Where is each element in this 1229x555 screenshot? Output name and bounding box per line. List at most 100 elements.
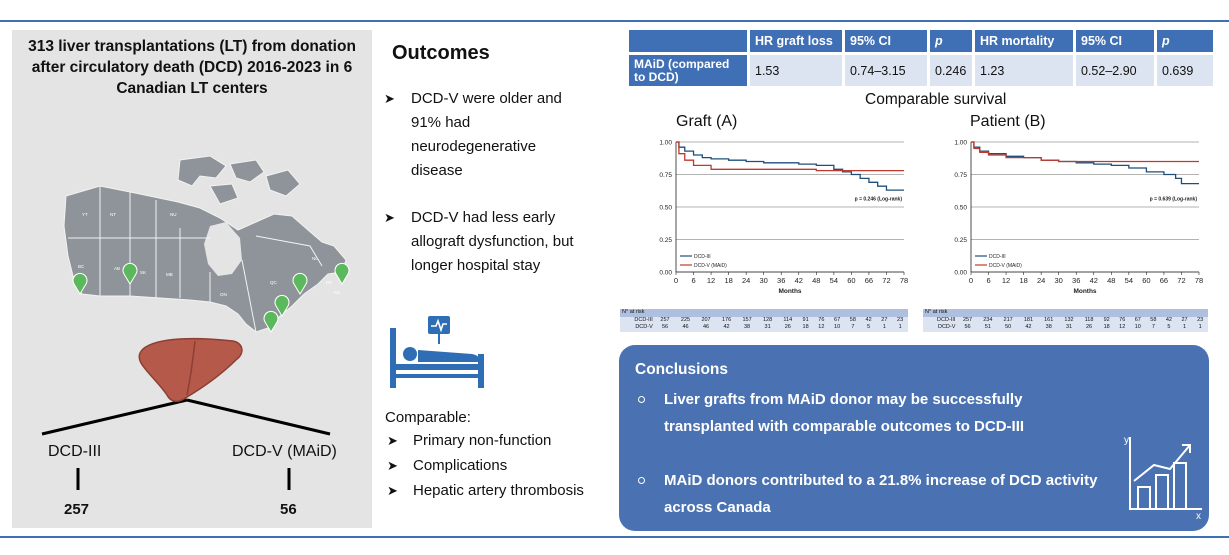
risk-cell: 31	[1065, 324, 1073, 330]
risk-cell: 50	[1005, 324, 1012, 330]
risk-cell: 23	[1197, 316, 1204, 323]
risk-cell: 42	[1025, 324, 1032, 330]
risk-cell: 42	[865, 316, 872, 323]
risk-cell: 118	[1084, 316, 1094, 323]
comparable-title: Comparable:	[385, 409, 471, 426]
hospital-bed-icon	[390, 316, 484, 388]
risk-cell: 12	[1119, 324, 1126, 330]
x-tick-label: 12	[1002, 276, 1010, 285]
y-tick-label: 0.50	[954, 205, 967, 212]
risk-cell: 67	[834, 316, 841, 323]
table-header-cell: HR mortality	[975, 30, 1073, 52]
comparable-item: ➤ Complications	[387, 455, 587, 477]
table-header-cell	[629, 30, 747, 52]
risk-cell: 7	[851, 324, 855, 330]
risk-cell: 38	[1045, 324, 1052, 330]
outcome-bullet: ➤ DCD-V were older and 91% had neurodege…	[384, 87, 589, 183]
risk-table-header: N° at risk	[620, 309, 908, 317]
y-tick-label: 0.25	[954, 237, 967, 244]
risk-cell: 10	[834, 324, 841, 330]
bottom-rule	[0, 536, 1229, 538]
risk-cell: 257	[962, 316, 973, 323]
x-tick-label: 60	[847, 276, 855, 285]
risk-cell: 58	[1150, 316, 1157, 323]
table-cell: 0.52–2.90	[1076, 55, 1154, 86]
x-axis-label: Months	[778, 288, 801, 295]
risk-cell: 225	[680, 316, 691, 323]
map-label: PE	[326, 280, 332, 285]
risk-table-header: N° at risk	[923, 309, 1208, 317]
risk-cell: 132	[1064, 316, 1074, 323]
x-tick-label: 6	[986, 276, 990, 285]
risk-row-label: DCD-III	[937, 316, 956, 323]
study-title: 313 liver transplantations (LT) from don…	[28, 38, 356, 97]
x-tick-label: 42	[795, 276, 803, 285]
graft-panel-title: Graft (A)	[676, 113, 738, 130]
risk-cell: 56	[964, 324, 971, 330]
y-tick-label: 0.50	[659, 205, 672, 212]
risk-cell: 31	[764, 324, 771, 330]
risk-cell: 26	[784, 324, 791, 330]
risk-cell: 1	[882, 324, 886, 330]
risk-cell: 51	[984, 324, 991, 330]
table-header-cell: 95% CI	[845, 30, 927, 52]
y-tick-label: 0.75	[954, 172, 967, 179]
x-axis-label: Months	[1073, 288, 1096, 295]
x-tick-label: 72	[1177, 276, 1185, 285]
map-label: NT	[110, 212, 116, 217]
x-tick-label: 18	[1019, 276, 1027, 285]
risk-cell: 56	[661, 324, 669, 330]
x-tick-label: 12	[707, 276, 715, 285]
growth-chart-icon: y x	[1124, 435, 1202, 519]
pvalue-annotation: p = 0.639 (Log-rank)	[1150, 197, 1198, 203]
legend-label: DCD-V (MAiD)	[694, 263, 727, 269]
x-tick-label: 54	[830, 276, 838, 285]
risk-cell: 128	[762, 316, 773, 323]
x-tick-label: 60	[1142, 276, 1150, 285]
legend-label: DCD-III	[989, 254, 1006, 260]
risk-cell: 217	[1003, 316, 1013, 323]
table-cell: 0.639	[1157, 55, 1213, 86]
conclusions-title: Conclusions	[635, 361, 729, 378]
legend-label: DCD-V (MAiD)	[989, 263, 1022, 269]
x-tick-label: 72	[882, 276, 890, 285]
x-tick-label: 42	[1090, 276, 1098, 285]
map-label: YT	[82, 212, 88, 217]
outcome-bullet: ➤ DCD-V had less early allograft dysfunc…	[384, 206, 589, 278]
pvalue-annotation: p = 0.246 (Log-rank)	[855, 197, 903, 203]
x-tick-label: 36	[777, 276, 785, 285]
map-label: NL	[312, 256, 318, 261]
arrow-bullet-icon: ➤	[387, 483, 398, 498]
x-tick-label: 48	[812, 276, 820, 285]
risk-cell: 161	[1044, 316, 1054, 323]
hudson-bay	[204, 222, 242, 276]
risk-table-row: DCD-V 56 46 46 42 38 31 26 18 12 10 7 5 1 1	[620, 324, 908, 332]
circle-bullet-icon	[638, 396, 645, 403]
map-label: NS	[334, 290, 340, 295]
risk-cell: 1	[1182, 324, 1187, 330]
table-header-cell: p	[930, 30, 972, 52]
x-tick-label: 6	[691, 276, 695, 285]
risk-cell: 76	[818, 316, 825, 323]
risk-cell: 27	[881, 316, 888, 323]
study-panel: 313 liver transplantations (LT) from don…	[12, 30, 372, 528]
risk-cell: 207	[701, 316, 711, 323]
risk-cell: 42	[723, 324, 730, 330]
arrow-bullet-icon: ➤	[387, 433, 398, 448]
map-label: SK	[140, 270, 146, 275]
risk-row-label: DCD-V	[937, 324, 956, 330]
group-count-dcd3: 257	[64, 501, 90, 518]
x-tick-label: 0	[969, 276, 973, 285]
patient-panel-title: Patient (B)	[970, 113, 1046, 130]
map-label: MB	[166, 272, 173, 277]
survival-curve-dcdv	[971, 141, 1199, 163]
x-tick-label: 48	[1107, 276, 1115, 285]
x-tick-label: 66	[865, 276, 873, 285]
patient-risk-table: N° at risk DCD-III 257 234 217 181 161 132 118 9…	[923, 309, 1208, 332]
map-label: AB	[114, 266, 120, 271]
circle-bullet-icon	[638, 477, 645, 484]
axis-x-glyph: x	[1196, 511, 1201, 519]
y-tick-label: 0.25	[659, 237, 672, 244]
canada-map: YT NT NU BC AB SK MB ON QC NL PE NS	[63, 156, 350, 333]
risk-cell: 12	[818, 324, 825, 330]
